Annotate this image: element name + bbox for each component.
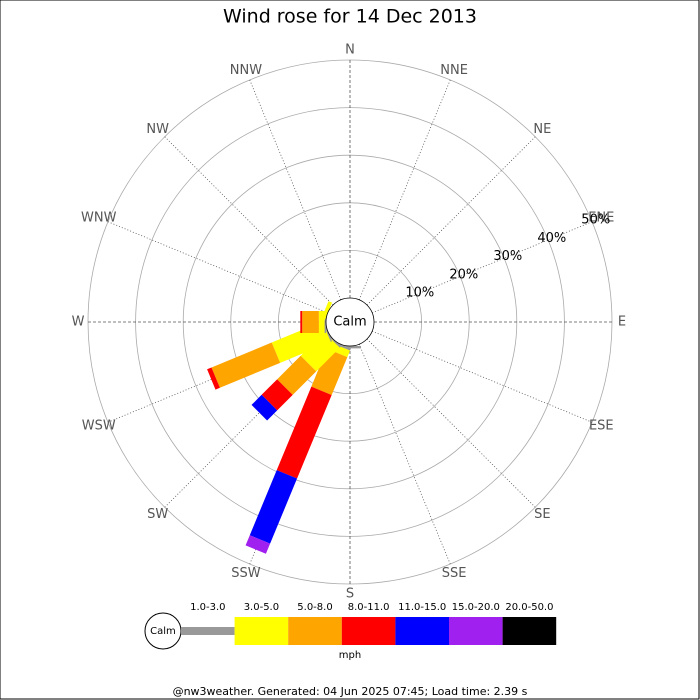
bar-segment <box>249 470 298 544</box>
direction-label: SW <box>147 507 168 522</box>
direction-label: SE <box>534 507 550 522</box>
legend-swatch <box>502 617 557 645</box>
direction-label: E <box>618 315 626 330</box>
calm-label: Calm <box>333 315 366 330</box>
direction-label: NE <box>533 122 551 137</box>
legend-label: 15.0-20.0 <box>452 602 500 613</box>
spoke <box>366 136 536 306</box>
footer: @nw3weather. Generated: 04 Jun 2025 07:4… <box>173 685 528 698</box>
legend-label: 1.0-3.0 <box>190 602 225 613</box>
bar-segment <box>302 311 319 333</box>
spoke <box>366 338 536 508</box>
calm-circle <box>325 297 375 347</box>
spoke <box>249 79 342 300</box>
bar-segment <box>207 367 220 390</box>
bar-segment <box>211 342 281 388</box>
ring-label: 30% <box>493 249 522 264</box>
legend-swatch <box>341 617 396 645</box>
spoke <box>164 136 334 306</box>
ring-label: 40% <box>537 231 566 246</box>
direction-label: S <box>346 587 354 602</box>
legend-swatch <box>288 617 342 645</box>
spoke <box>358 344 451 565</box>
legend-label: 3.0-5.0 <box>244 602 279 613</box>
direction-label: ENE <box>588 210 614 225</box>
ring-label: 10% <box>405 286 434 301</box>
bar-segment <box>277 355 317 395</box>
direction-label: N <box>345 43 355 58</box>
ring-label: 50% <box>581 213 610 228</box>
spoke <box>107 221 328 314</box>
legend-swatch <box>449 617 503 645</box>
direction-label: SSE <box>442 566 467 581</box>
ring-label: 20% <box>449 267 478 282</box>
spoke <box>372 221 593 314</box>
bar-segment <box>261 379 293 411</box>
bar-segment <box>320 301 333 323</box>
legend-units: mph <box>339 650 361 661</box>
direction-label: WNW <box>81 210 117 225</box>
bar-segment <box>311 348 348 395</box>
direction-label: WSW <box>82 419 116 434</box>
direction-label: NNW <box>230 63 262 78</box>
legend-label: 5.0-8.0 <box>297 602 332 613</box>
direction-label: SSW <box>231 566 261 581</box>
direction-label: NNE <box>440 63 468 78</box>
chart-title: Wind rose for 14 Dec 2013 <box>223 6 477 28</box>
legend-swatch <box>395 617 449 645</box>
bar-segment <box>276 386 332 479</box>
direction-label: ESE <box>589 419 614 434</box>
legend-swatch <box>181 627 235 635</box>
direction-label: NW <box>146 122 169 137</box>
legend-label: 11.0-15.0 <box>398 602 446 613</box>
bar-segment <box>251 394 278 421</box>
legend-calm-label: Calm <box>150 626 176 637</box>
direction-label: W <box>72 315 85 330</box>
bar-segment <box>300 311 303 333</box>
legend-swatch <box>234 617 289 645</box>
legend-label: 8.0-11.0 <box>348 602 390 613</box>
spoke <box>358 79 451 300</box>
legend-label: 20.0-50.0 <box>505 602 553 613</box>
spoke <box>372 330 593 423</box>
bar-segment <box>245 535 271 554</box>
